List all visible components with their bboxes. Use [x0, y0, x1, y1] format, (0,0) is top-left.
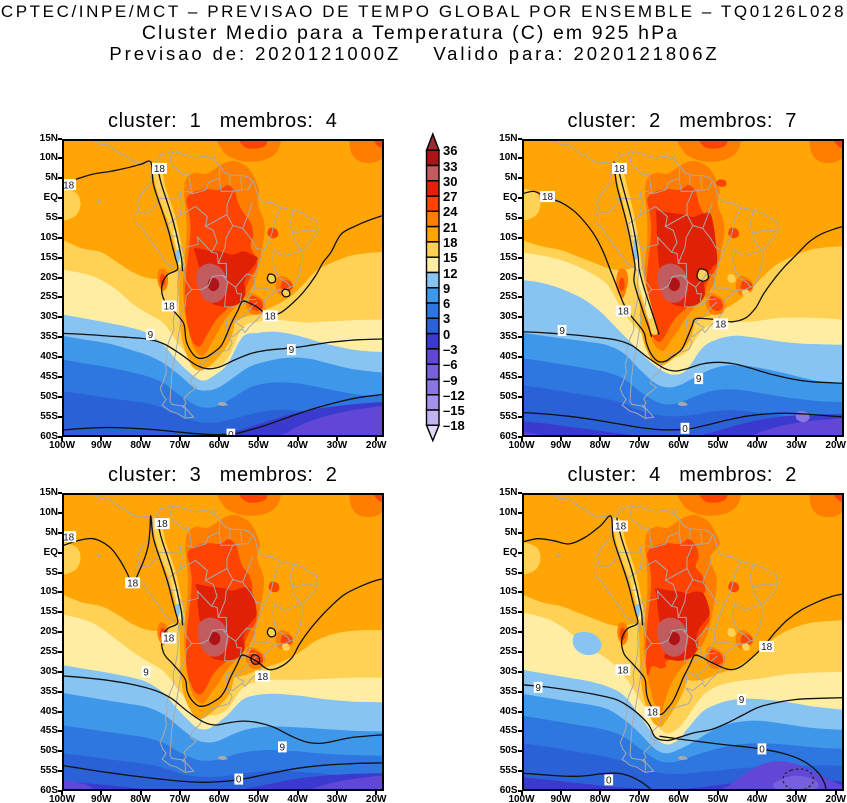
svg-text:0: 0: [606, 776, 612, 787]
svg-text:0: 0: [236, 775, 242, 786]
svg-text:18: 18: [761, 642, 773, 653]
svg-text:18: 18: [63, 532, 75, 543]
svg-text:0: 0: [682, 423, 688, 434]
svg-text:18: 18: [615, 522, 627, 533]
svg-text:18: 18: [163, 634, 175, 645]
svg-text:18: 18: [541, 192, 553, 203]
svg-text:18: 18: [613, 164, 625, 175]
svg-text:18: 18: [157, 519, 169, 530]
svg-text:18: 18: [617, 665, 629, 676]
svg-text:18: 18: [257, 672, 269, 683]
svg-text:18: 18: [63, 180, 75, 191]
svg-text:0: 0: [228, 429, 234, 436]
svg-text:9: 9: [738, 695, 744, 706]
svg-text:9: 9: [535, 683, 541, 694]
svg-text:18: 18: [646, 708, 658, 719]
svg-text:9: 9: [148, 330, 154, 341]
svg-text:18: 18: [164, 301, 176, 312]
svg-text:9: 9: [289, 345, 295, 356]
svg-text:18: 18: [617, 306, 629, 317]
svg-text:18: 18: [154, 164, 166, 175]
svg-text:0: 0: [759, 745, 765, 756]
svg-text:9: 9: [559, 326, 565, 337]
svg-text:9: 9: [143, 667, 149, 678]
svg-text:9: 9: [280, 743, 286, 754]
svg-text:18: 18: [715, 319, 727, 330]
svg-text:18: 18: [265, 311, 277, 322]
svg-text:18: 18: [127, 578, 139, 589]
svg-text:9: 9: [695, 374, 701, 385]
